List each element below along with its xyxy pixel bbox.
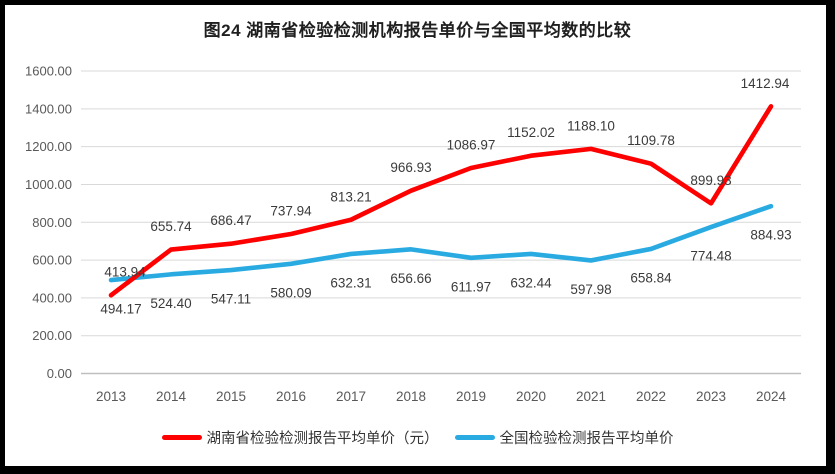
y-tick-label: 1200.00: [25, 139, 72, 154]
x-tick-label: 2017: [336, 389, 366, 404]
legend-item-national: 全国检验检测报告平均单价: [454, 427, 674, 448]
legend-label-national: 全国检验检测报告平均单价: [499, 431, 674, 447]
y-tick-label: 0.00: [47, 366, 72, 381]
data-label: 656.66: [390, 271, 431, 286]
data-label: 655.74: [150, 219, 192, 234]
data-label: 494.17: [100, 302, 141, 317]
data-label: 632.31: [330, 275, 371, 290]
data-label: 413.94: [104, 265, 146, 280]
data-label: 1086.97: [447, 137, 496, 152]
legend-item-hunan: 湖南省检验检测报告平均单价（元）: [161, 427, 439, 448]
data-label: 1152.02: [507, 125, 555, 140]
x-tick-label: 2021: [576, 389, 606, 404]
x-tick-label: 2018: [396, 389, 426, 404]
data-label: 899.93: [690, 173, 731, 188]
y-tick-label: 800.00: [32, 215, 72, 230]
blue-line-swatch-icon: [454, 435, 495, 440]
data-label: 597.98: [570, 282, 611, 297]
data-label: 813.21: [330, 189, 371, 204]
data-label: 611.97: [451, 279, 491, 294]
data-label: 966.93: [390, 160, 431, 175]
y-tick-label: 600.00: [32, 253, 72, 268]
chart-title: 图24 湖南省检验检测机构报告单价与全国平均数的比较: [203, 21, 632, 40]
data-label: 737.94: [270, 203, 312, 218]
x-tick-label: 2023: [696, 389, 726, 404]
y-tick-label: 400.00: [32, 290, 72, 305]
series-line-1: [108, 203, 774, 283]
x-tick-label: 2024: [756, 389, 787, 404]
x-tick-label: 2014: [156, 389, 187, 404]
legend-label-hunan: 湖南省检验检测报告平均单价（元）: [206, 431, 439, 447]
chart-legend: 湖南省检验检测报告平均单价（元） 全国检验检测报告平均单价: [0, 427, 835, 448]
data-label: 686.47: [210, 213, 251, 228]
x-tick-label: 2019: [456, 389, 486, 404]
x-tick-label: 2020: [516, 389, 546, 404]
x-tick-label: 2015: [216, 389, 246, 404]
data-label: 632.44: [510, 275, 552, 290]
y-tick-label: 200.00: [32, 328, 72, 343]
y-tick-label: 1000.00: [25, 177, 72, 192]
data-label: 524.40: [150, 296, 191, 311]
data-label: 774.48: [690, 249, 731, 264]
y-tick-label: 1600.00: [25, 64, 72, 79]
data-label: 658.84: [630, 270, 672, 285]
data-label: 1188.10: [567, 118, 615, 133]
data-label: 884.93: [750, 228, 791, 243]
y-tick-label: 1400.00: [25, 101, 72, 116]
x-tick-label: 2016: [276, 389, 306, 404]
series-line-0: [108, 104, 774, 298]
x-tick-label: 2022: [636, 389, 666, 404]
red-line-swatch-icon: [161, 435, 202, 440]
data-label: 580.09: [270, 285, 311, 300]
data-label: 1109.78: [627, 133, 675, 148]
data-label: 1412.94: [741, 76, 790, 91]
x-tick-label: 2013: [96, 389, 126, 404]
data-label: 547.11: [211, 292, 251, 307]
